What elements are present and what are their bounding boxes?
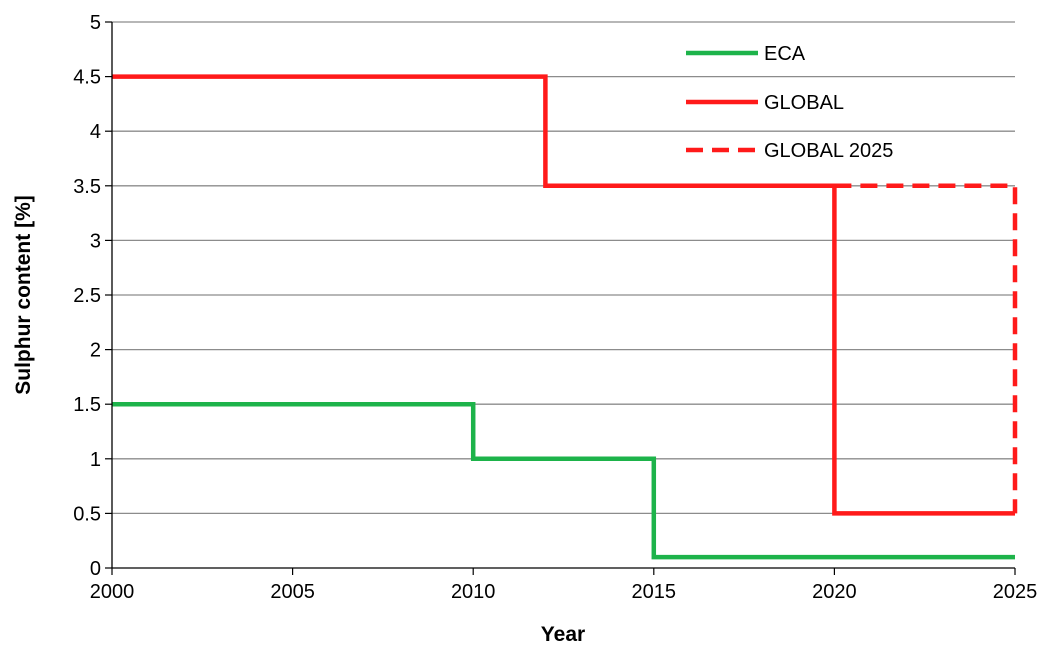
grid-lines (112, 21, 1015, 515)
y-tick-label: 3.5 (73, 176, 101, 198)
legend-label: GLOBAL (764, 92, 844, 114)
plot-series (112, 74, 1018, 560)
series-line-global-2025 (834, 183, 1018, 514)
legend: ECA GLOBAL GLOBAL 2025 (686, 43, 893, 162)
x-tick-label: 2025 (993, 581, 1038, 603)
x-tick-label: 2005 (270, 581, 315, 603)
y-tick-label: 2.5 (73, 285, 101, 307)
y-tick-label: 0 (90, 558, 101, 580)
y-axis-title: Sulphur content [%] (12, 195, 35, 394)
series-line-eca (112, 401, 1015, 560)
x-tick-label: 2010 (451, 581, 496, 603)
series-line-global (112, 74, 1015, 516)
x-tick-label: 2000 (90, 581, 135, 603)
y-tick-label: 4 (90, 121, 101, 143)
y-tick-label: 4.5 (73, 67, 101, 89)
y-tick-label: 1.5 (73, 394, 101, 416)
y-tick-label: 2 (90, 340, 101, 362)
tick-labels: 0 0.5 1 1.5 2 2.5 3 3.5 4 4.5 5 2000 2005 2010 2015 202… (73, 12, 1037, 603)
axes (105, 21, 1016, 575)
legend-label: ECA (764, 43, 806, 65)
x-tick-label: 2020 (812, 581, 857, 603)
x-tick-label: 2015 (632, 581, 677, 603)
y-tick-label: 1 (90, 449, 101, 471)
y-tick-label: 5 (90, 12, 101, 34)
legend-label: GLOBAL 2025 (764, 140, 893, 162)
x-axis-title: Year (541, 623, 585, 645)
y-tick-label: 0.5 (73, 503, 101, 525)
y-tick-label: 3 (90, 230, 101, 252)
